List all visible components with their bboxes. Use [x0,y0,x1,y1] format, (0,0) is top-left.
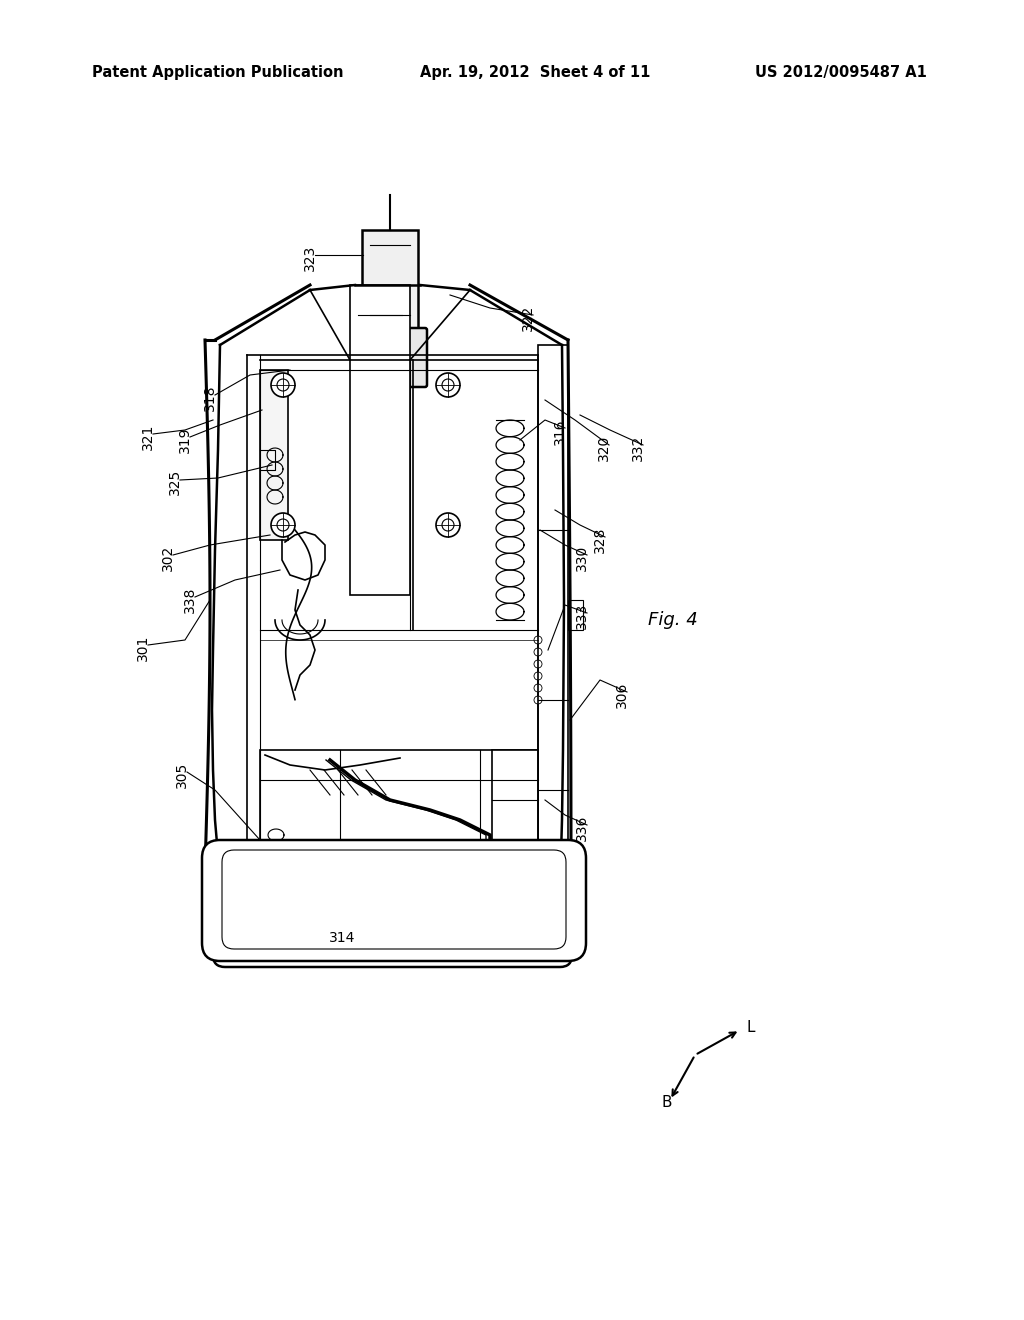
Text: Patent Application Publication: Patent Application Publication [92,65,343,79]
Text: 302: 302 [161,545,175,572]
Text: 316: 316 [553,418,567,445]
Text: 338: 338 [183,587,197,614]
Text: 336: 336 [575,814,589,841]
FancyBboxPatch shape [222,850,566,949]
Bar [260,750,538,855]
Text: 325: 325 [168,469,182,495]
Circle shape [281,799,313,832]
Circle shape [534,660,542,668]
Bar [492,750,538,870]
Text: US 2012/0095487 A1: US 2012/0095487 A1 [755,65,927,79]
Bar [350,285,410,595]
Circle shape [442,379,454,391]
Circle shape [271,374,295,397]
Circle shape [278,379,289,391]
Text: 318: 318 [203,384,217,412]
Text: 323: 323 [303,246,317,271]
Circle shape [459,803,485,828]
Bar [260,370,288,540]
Text: Apr. 19, 2012  Sheet 4 of 11: Apr. 19, 2012 Sheet 4 of 11 [420,65,650,79]
Circle shape [534,696,542,704]
Text: 319: 319 [178,426,193,453]
FancyBboxPatch shape [213,847,572,968]
Bar [362,230,418,330]
Text: 322: 322 [521,305,535,331]
Circle shape [534,636,542,644]
Circle shape [534,648,542,656]
Text: 320: 320 [597,434,611,461]
Circle shape [442,519,454,531]
Circle shape [534,672,542,680]
Circle shape [271,513,295,537]
Text: 314: 314 [329,931,355,945]
Circle shape [436,374,460,397]
Text: 306: 306 [615,682,629,709]
Bar [568,601,583,630]
Bar [538,345,568,865]
Circle shape [467,810,477,820]
Text: Fig. 4: Fig. 4 [648,611,697,630]
Text: 333: 333 [575,603,589,630]
Text: 321: 321 [141,424,155,450]
Text: B: B [662,1096,672,1110]
FancyBboxPatch shape [353,327,427,387]
Text: 328: 328 [593,527,607,553]
Circle shape [534,684,542,692]
Text: 330: 330 [575,545,589,572]
Circle shape [436,513,460,537]
FancyBboxPatch shape [202,840,586,961]
Circle shape [291,809,303,821]
Text: 301: 301 [136,635,150,661]
Text: 305: 305 [175,762,189,788]
Text: 332: 332 [631,434,645,461]
Text: L: L [746,1019,756,1035]
Circle shape [278,519,289,531]
Circle shape [450,793,494,837]
Circle shape [271,789,323,841]
